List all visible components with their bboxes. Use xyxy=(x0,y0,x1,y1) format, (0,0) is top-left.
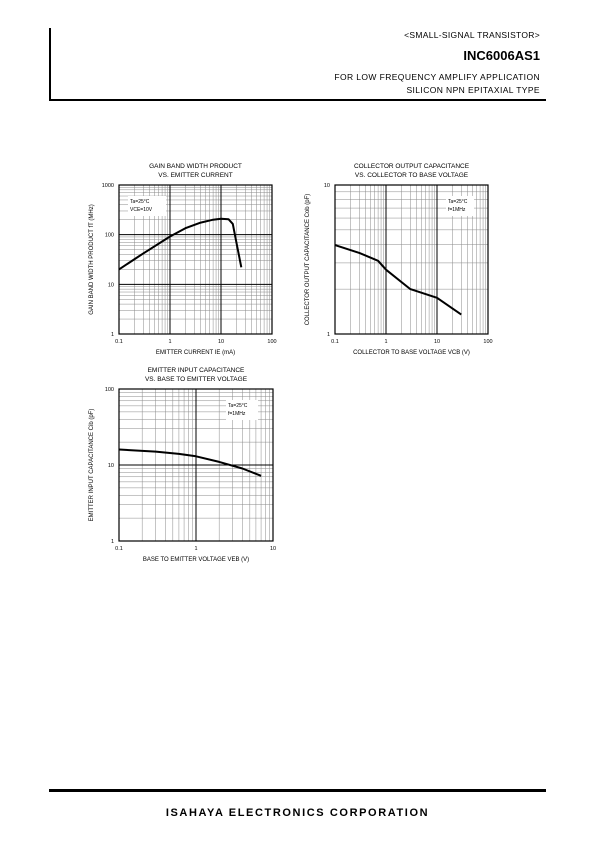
condition-label: f=1MHz xyxy=(448,207,466,213)
y-axis-label: GAIN BAND WIDTH PRODUCT fT (MHz) xyxy=(89,204,95,314)
y-tick-label: 100 xyxy=(105,387,114,393)
part-number: INC6006AS1 xyxy=(463,48,540,63)
x-axis-label: EMITTER CURRENT IE (mA) xyxy=(156,350,235,356)
chart-subtitle: VS. BASE TO EMITTER VOLTAGE xyxy=(145,376,248,383)
plot-frame xyxy=(118,388,274,542)
x-tick-label: 1 xyxy=(384,339,387,345)
x-tick-label: 0.1 xyxy=(331,339,339,345)
chart-title: COLLECTOR OUTPUT CAPACITANCE xyxy=(354,163,470,170)
x-tick-label: 100 xyxy=(267,339,276,345)
product-category: <SMALL-SIGNAL TRANSISTOR> xyxy=(404,30,540,40)
series-line xyxy=(334,244,462,316)
x-axis-label: COLLECTOR TO BASE VOLTAGE VCB (V) xyxy=(353,350,470,356)
x-tick-label: 0.1 xyxy=(115,339,123,345)
y-tick-label: 10 xyxy=(108,463,114,469)
header-rule-left xyxy=(49,28,51,100)
header-rule-bottom xyxy=(49,99,546,101)
chart-subtitle: VS. COLLECTOR TO BASE VOLTAGE xyxy=(355,172,469,179)
condition-label: Ta=25°C xyxy=(228,403,248,409)
condition-box xyxy=(446,196,474,216)
x-tick-label: 1 xyxy=(168,339,171,345)
plot-frame xyxy=(118,184,273,335)
plot-frame xyxy=(334,184,489,335)
device-type-line: SILICON NPN EPITAXIAL TYPE xyxy=(406,85,540,95)
series-line xyxy=(118,448,262,477)
chart-title: EMITTER INPUT CAPACITANCE xyxy=(148,367,245,374)
condition-label: VCE=10V xyxy=(130,207,153,213)
x-tick-label: 10 xyxy=(218,339,224,345)
footer-company: ISAHAYA ELECTRONICS CORPORATION xyxy=(165,807,430,819)
condition-label: Ta=25°C xyxy=(448,199,468,205)
x-tick-label: 10 xyxy=(270,546,276,552)
y-axis-label: EMITTER INPUT CAPACITANCE Cib (pF) xyxy=(89,409,95,522)
condition-label: Ta=25°C xyxy=(130,199,150,205)
y-tick-label: 10 xyxy=(324,183,330,189)
y-tick-label: 100 xyxy=(105,233,114,239)
y-tick-label: 1 xyxy=(111,539,114,545)
chart-title: GAIN BAND WIDTH PRODUCT xyxy=(149,163,242,170)
condition-box xyxy=(226,400,258,420)
chart-subtitle: VS. EMITTER CURRENT xyxy=(158,172,232,179)
y-tick-label: 1 xyxy=(327,332,330,338)
x-tick-label: 100 xyxy=(483,339,492,345)
condition-label: f=1MHz xyxy=(228,411,246,417)
y-tick-label: 10 xyxy=(108,282,114,288)
footer-rule xyxy=(49,789,546,792)
y-axis-label: COLLECTOR OUTPUT CAPACITANCE Cob (pF) xyxy=(305,194,311,326)
x-tick-label: 1 xyxy=(194,546,197,552)
y-tick-label: 1 xyxy=(111,332,114,338)
application-line: FOR LOW FREQUENCY AMPLIFY APPLICATION xyxy=(334,72,540,82)
x-tick-label: 10 xyxy=(434,339,440,345)
condition-box xyxy=(128,196,166,216)
x-tick-label: 0.1 xyxy=(115,546,123,552)
y-tick-label: 1000 xyxy=(102,183,114,189)
series-line xyxy=(118,217,243,271)
x-axis-label: BASE TO EMITTER VOLTAGE VEB (V) xyxy=(143,557,249,563)
